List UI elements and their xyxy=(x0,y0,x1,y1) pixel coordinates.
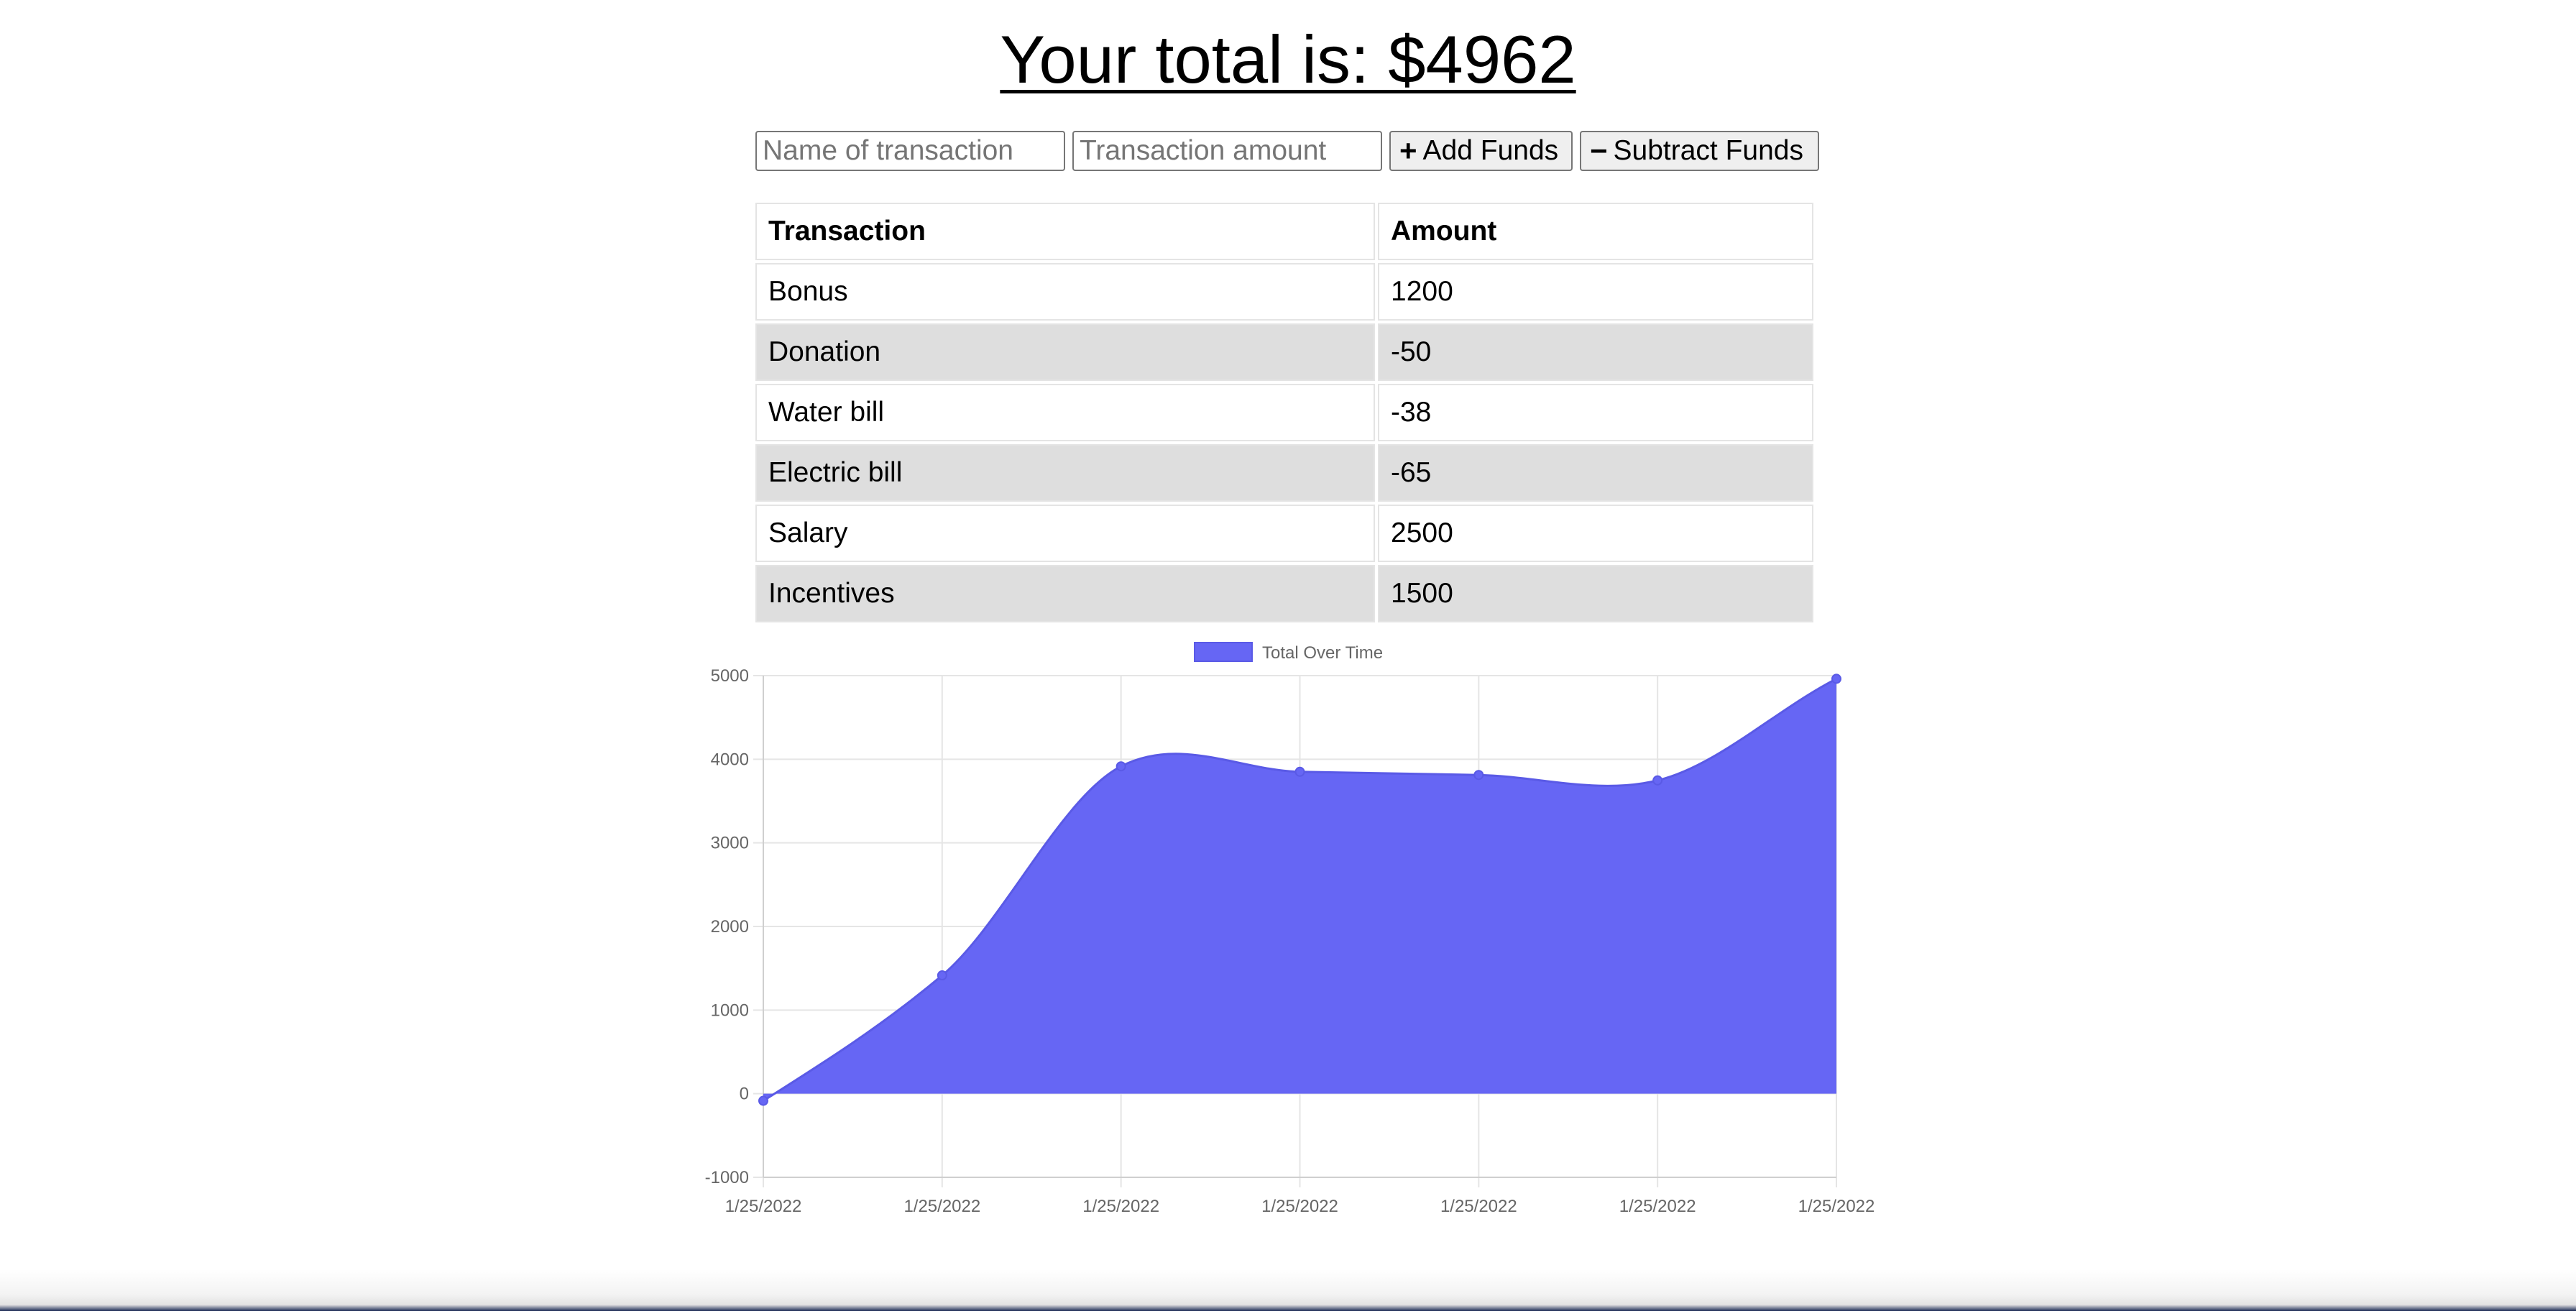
minus-icon: − xyxy=(1590,134,1608,167)
x-tick-label: 1/25/2022 xyxy=(1082,1197,1159,1216)
legend-swatch xyxy=(1194,642,1253,662)
transaction-name-cell: Electric bill xyxy=(755,444,1375,502)
transactions-table-container[interactable]: Transaction Amount Bonus 1200 Donation -… xyxy=(755,200,1819,630)
add-funds-label: Add Funds xyxy=(1422,135,1559,166)
transaction-amount-input[interactable] xyxy=(1072,131,1382,171)
y-tick-label: 4000 xyxy=(711,750,749,769)
total-over-time-chart: 5000 4000 3000 2000 1000 0 -1000 1/25/2022 1/25/… xyxy=(0,625,2576,1222)
transaction-name-input[interactable] xyxy=(755,131,1065,171)
x-tick-label: 1/25/2022 xyxy=(1798,1197,1875,1216)
x-tick-label: 1/25/2022 xyxy=(1261,1197,1338,1216)
table-row: Incentives 1500 xyxy=(755,565,1813,622)
transaction-amount-cell: -50 xyxy=(1378,323,1813,381)
data-point xyxy=(1831,673,1841,684)
x-tick-label: 1/25/2022 xyxy=(1619,1197,1696,1216)
transaction-name-cell: Water bill xyxy=(755,384,1375,441)
data-point xyxy=(758,1095,768,1106)
data-point xyxy=(1116,761,1126,772)
transaction-form: + Add Funds − Subtract Funds xyxy=(755,131,1819,171)
transaction-name-cell: Incentives xyxy=(755,565,1375,622)
table-row: Donation -50 xyxy=(755,323,1813,381)
page-title: Your total is: $4962 xyxy=(1000,22,1576,97)
table-row: Salary 2500 xyxy=(755,505,1813,562)
data-point xyxy=(1652,775,1663,786)
legend-label: Total Over Time xyxy=(1262,643,1383,663)
column-header-transaction: Transaction xyxy=(755,203,1375,260)
transaction-amount-cell: 2500 xyxy=(1378,505,1813,562)
table-header-row: Transaction Amount xyxy=(755,203,1813,260)
plus-icon: + xyxy=(1399,134,1417,167)
table-row: Bonus 1200 xyxy=(755,263,1813,321)
data-point xyxy=(937,970,947,981)
y-tick-label: 0 xyxy=(740,1085,749,1104)
x-tick-label: 1/25/2022 xyxy=(903,1197,980,1216)
transaction-name-cell: Bonus xyxy=(755,263,1375,321)
y-tick-label: -1000 xyxy=(705,1168,749,1187)
data-point xyxy=(1473,770,1484,781)
x-tick-label: 1/25/2022 xyxy=(1440,1197,1517,1216)
transaction-name-cell: Donation xyxy=(755,323,1375,381)
add-funds-button[interactable]: + Add Funds xyxy=(1389,131,1573,171)
transaction-name-cell: Salary xyxy=(755,505,1375,562)
subtract-funds-label: Subtract Funds xyxy=(1613,135,1803,166)
x-tick-label: 1/25/2022 xyxy=(725,1197,802,1216)
transaction-amount-cell: 1500 xyxy=(1378,565,1813,622)
table-row: Electric bill -65 xyxy=(755,444,1813,502)
y-tick-label: 5000 xyxy=(711,666,749,686)
subtract-funds-button[interactable]: − Subtract Funds xyxy=(1580,131,1819,171)
column-header-amount: Amount xyxy=(1378,203,1813,260)
transaction-amount-cell: -38 xyxy=(1378,384,1813,441)
table-row: Water bill -38 xyxy=(755,384,1813,441)
data-point xyxy=(1294,766,1305,777)
y-tick-label: 1000 xyxy=(711,1000,749,1020)
y-tick-label: 3000 xyxy=(711,834,749,853)
transactions-table: Transaction Amount Bonus 1200 Donation -… xyxy=(755,200,1816,625)
window-bottom-edge xyxy=(0,1269,2576,1311)
chart-svg: 5000 4000 3000 2000 1000 0 -1000 1/25/2022 1/25/… xyxy=(705,642,1875,1216)
transaction-amount-cell: -65 xyxy=(1378,444,1813,502)
y-tick-label: 2000 xyxy=(711,917,749,937)
transaction-amount-cell: 1200 xyxy=(1378,263,1813,321)
